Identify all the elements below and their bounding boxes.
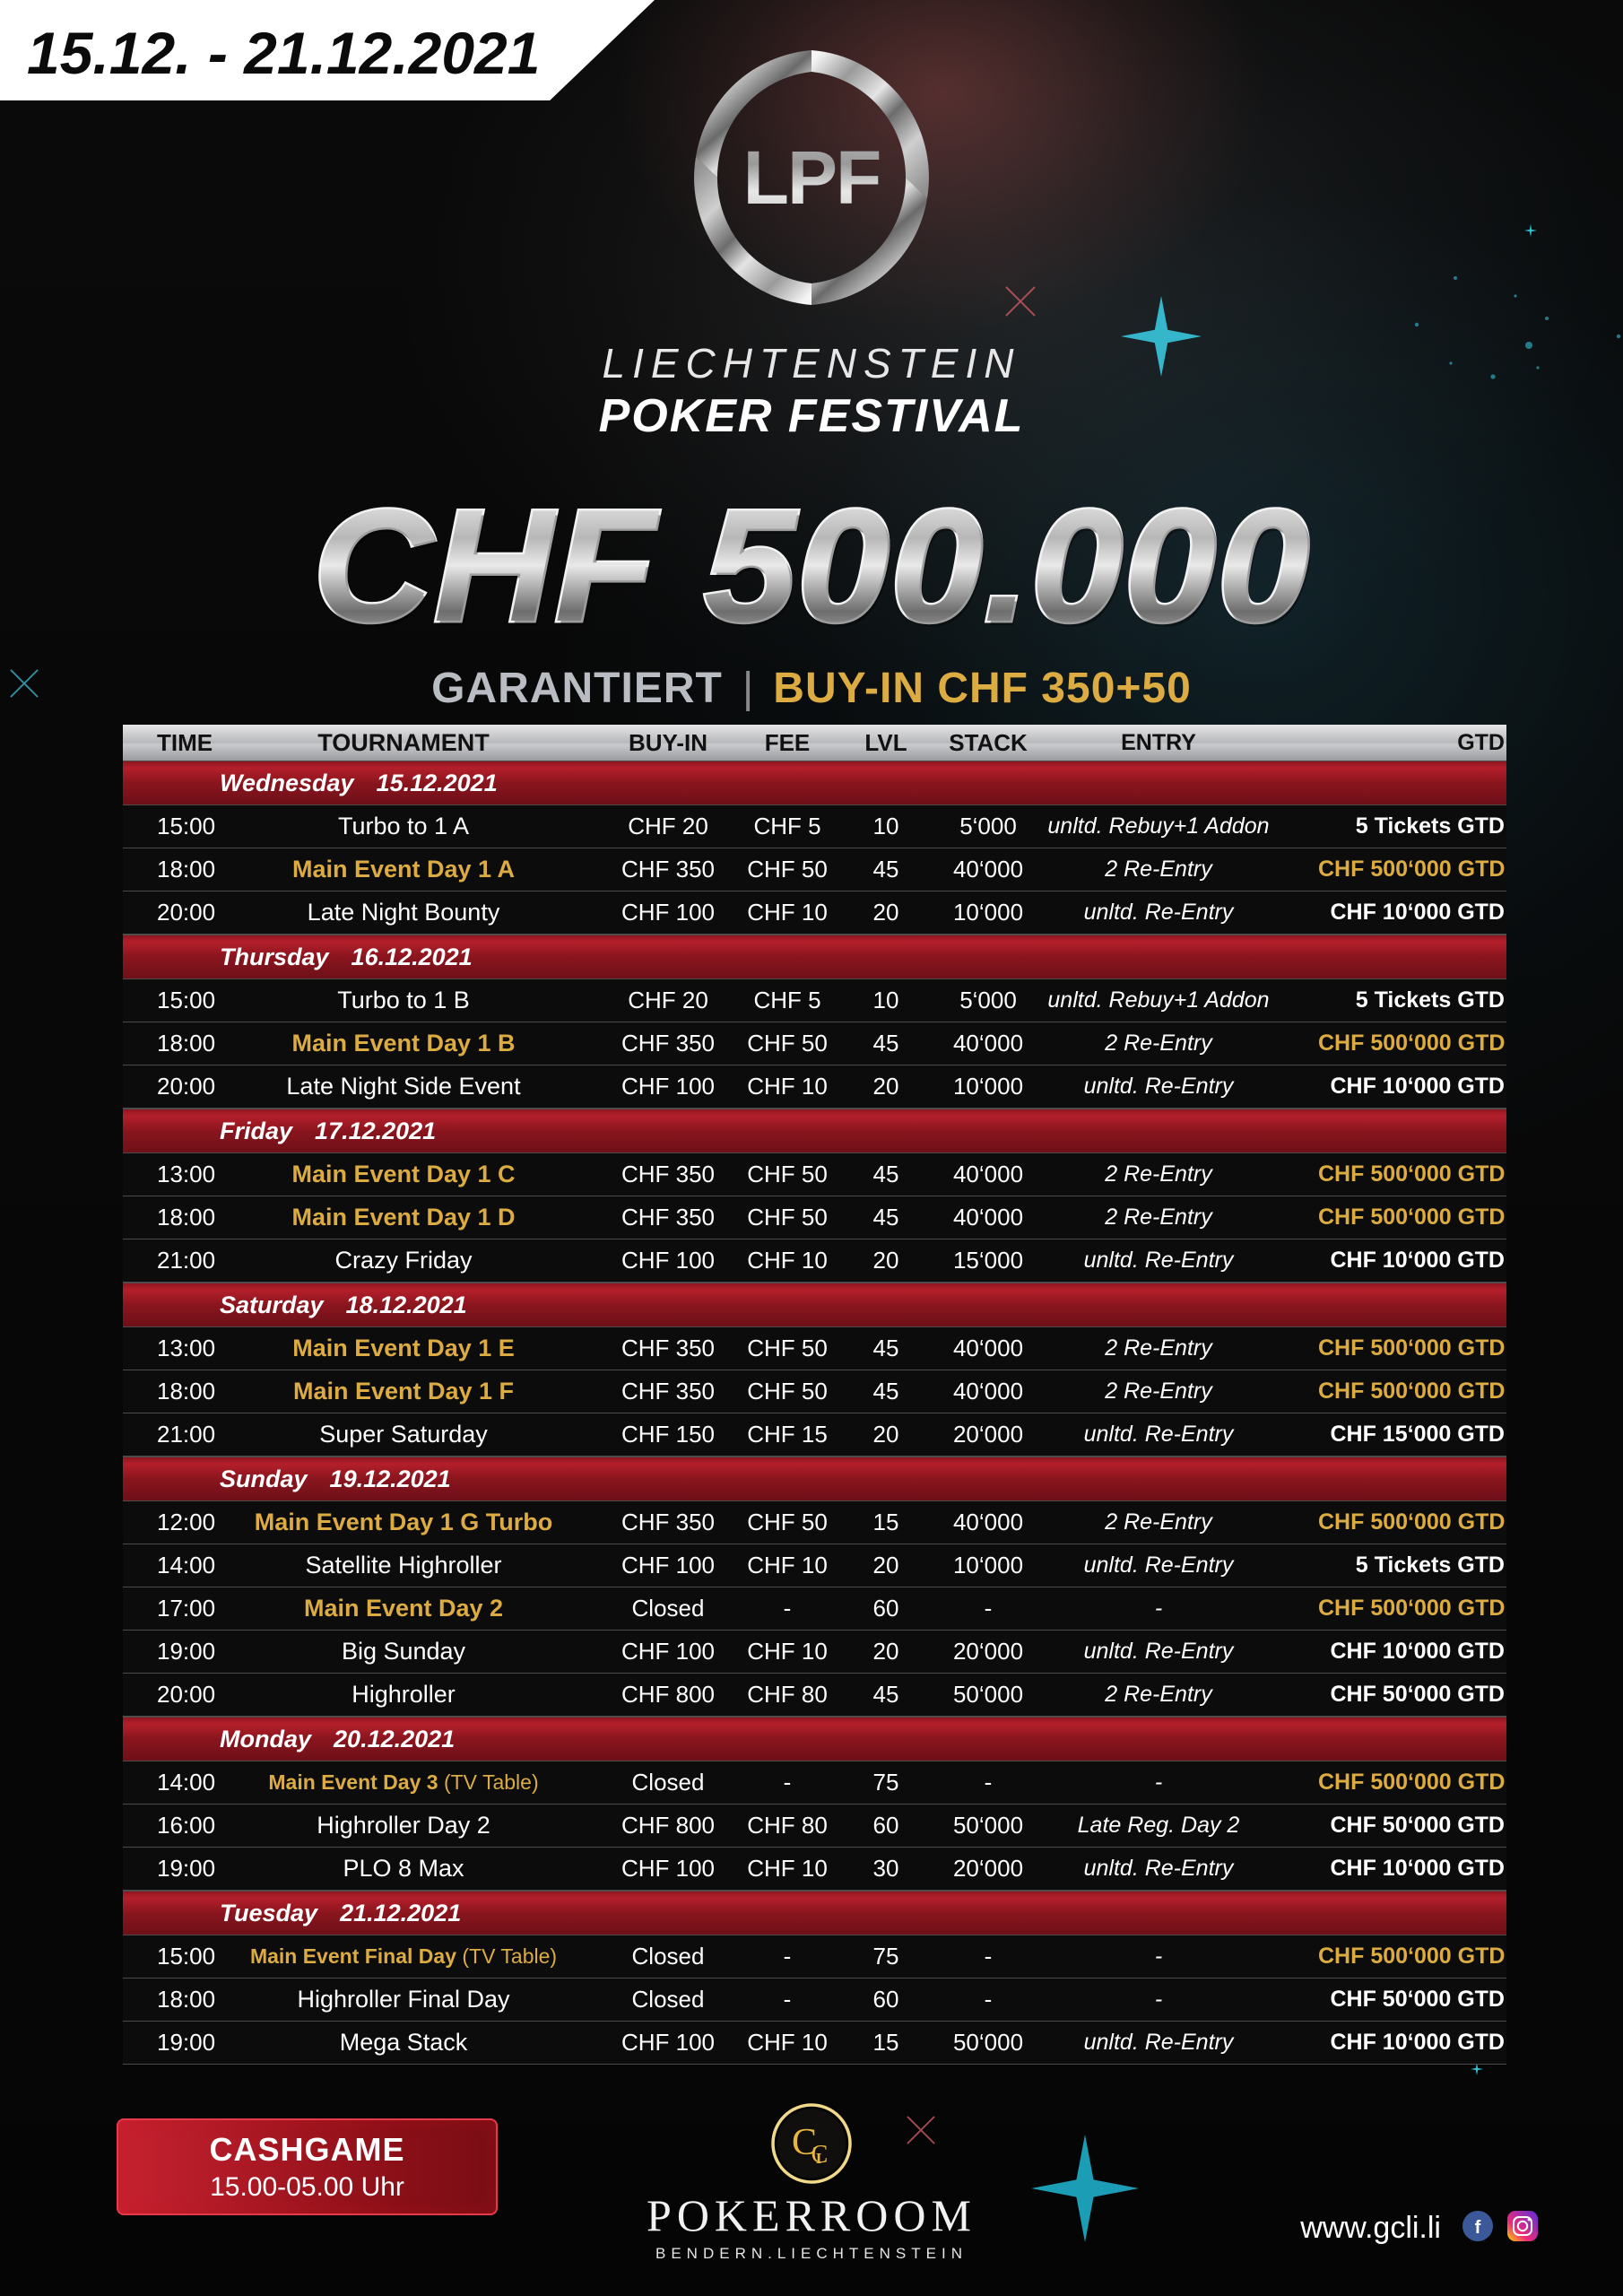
svg-text:f: f [1475, 2218, 1481, 2238]
svg-text:I: I [816, 2150, 822, 2167]
